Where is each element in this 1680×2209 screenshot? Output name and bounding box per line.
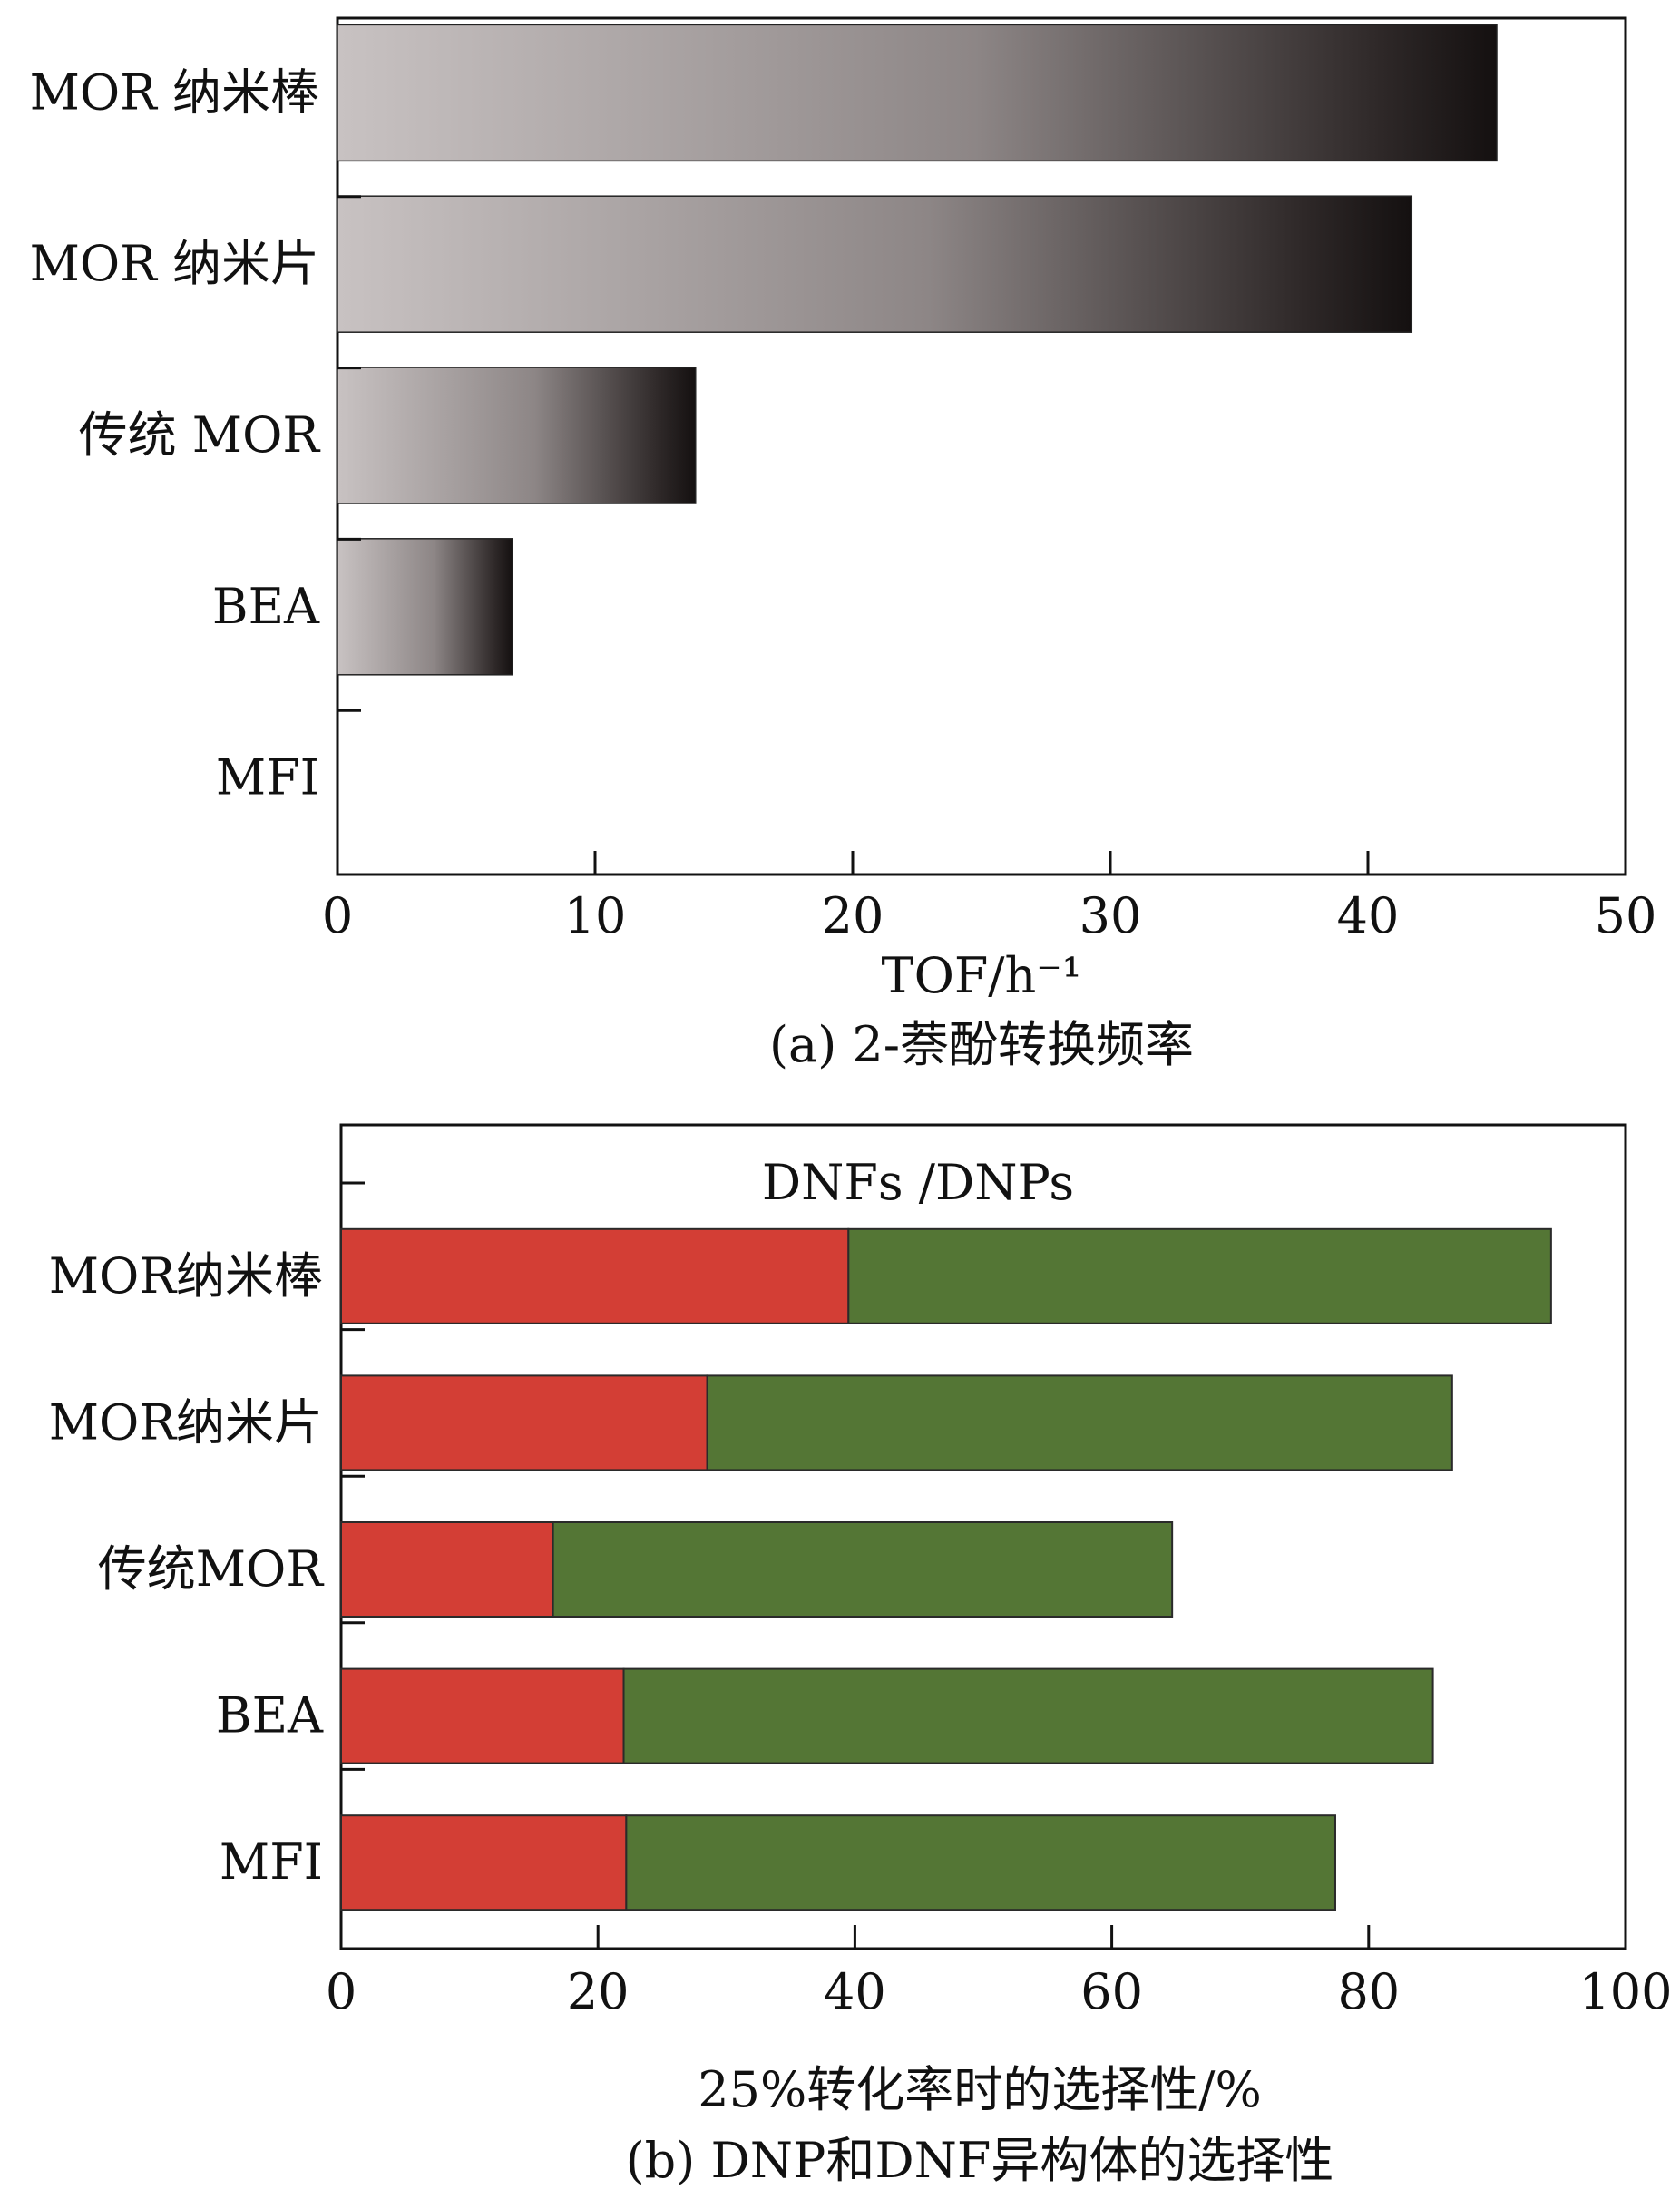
panel-a-bar xyxy=(337,195,1413,333)
panel-a-bar xyxy=(337,24,1498,162)
panel-b-bar-segment-red xyxy=(340,1374,708,1471)
panel-a-x-tick-label: 50 xyxy=(1595,887,1657,944)
panel-a-category-label: MOR 纳米片 xyxy=(30,235,319,292)
panel-a-x-tick-label: 10 xyxy=(564,887,627,944)
panel-a-category-label: MFI xyxy=(216,749,319,806)
panel-b-category-label: MOR纳米片 xyxy=(49,1393,323,1451)
panel-b-category-label: MFI xyxy=(220,1833,323,1891)
panel-b-caption: (b) DNP和DNF异构体的选择性 xyxy=(626,2132,1334,2189)
panel-a-x-tick-label: 30 xyxy=(1079,887,1142,944)
panel-b-bars xyxy=(340,1227,1552,1911)
panel-b-bar-segment-green xyxy=(706,1374,1453,1471)
panel-a-bars xyxy=(337,24,1498,676)
panel-b-category-label: 传统MOR xyxy=(98,1540,325,1598)
panel-b-bar-segment-green xyxy=(847,1227,1552,1324)
panel-b-x-tick-label: 0 xyxy=(326,1963,357,2020)
panel-b-bar-segment-green xyxy=(622,1667,1434,1764)
panel-a-x-tick-label: 40 xyxy=(1337,887,1400,944)
panel-b-x-ticks: 0 20 40 60 80 100 xyxy=(326,1181,1673,2020)
panel-b-bar-segment-red xyxy=(340,1227,850,1324)
panel-b-x-tick-label: 40 xyxy=(824,1963,886,2020)
panel-a-x-tick-label: 0 xyxy=(322,887,353,944)
panel-b-selectivity-chart: DNFs /DNPs 0 20 40 60 80 100 MOR纳米棒 MOR纳米片传统MO… xyxy=(49,1123,1673,2189)
panel-b-category-label: BEA xyxy=(216,1687,324,1745)
panel-a-bar xyxy=(337,538,513,676)
panel-b-bar-segment-red xyxy=(340,1814,628,1911)
panel-b-x-tick-label: 60 xyxy=(1080,1963,1143,2020)
panel-a-x-ticks: 0 10 20 30 40 50 xyxy=(322,195,1657,944)
panel-a-category-label: BEA xyxy=(212,578,320,635)
panel-b-x-tick-label: 20 xyxy=(567,1963,630,2020)
panel-b-bar-segment-red xyxy=(340,1521,554,1618)
panel-b-annotation: DNFs /DNPs xyxy=(762,1154,1074,1211)
panel-b-x-tick-label: 100 xyxy=(1578,1963,1672,2020)
panel-a-category-label: 传统 MOR xyxy=(79,406,321,464)
panel-b-category-label: MOR纳米棒 xyxy=(49,1247,323,1305)
panel-a-x-tick-label: 20 xyxy=(822,887,884,944)
panel-a-x-axis-title: TOF/h⁻¹ xyxy=(882,947,1082,1004)
panel-b-bar-segment-green xyxy=(625,1814,1336,1911)
panel-b-x-axis-title: 25%转化率时的选择性/% xyxy=(698,2061,1262,2118)
panel-b-bar-segment-green xyxy=(552,1521,1174,1618)
panel-b-x-tick-label: 80 xyxy=(1337,1963,1400,2020)
panel-b-bar-segment-red xyxy=(340,1667,625,1764)
panel-a-caption: (a) 2-萘酚转换频率 xyxy=(769,1016,1194,1073)
panel-a-category-label: MOR 纳米棒 xyxy=(30,64,319,121)
panel-a-bar xyxy=(337,367,697,504)
